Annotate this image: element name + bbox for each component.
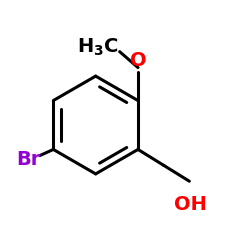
Text: OH: OH [174,195,207,214]
Text: Br: Br [17,150,41,169]
Text: O: O [130,52,146,70]
Text: $\mathregular{H_3C}$: $\mathregular{H_3C}$ [77,36,118,58]
